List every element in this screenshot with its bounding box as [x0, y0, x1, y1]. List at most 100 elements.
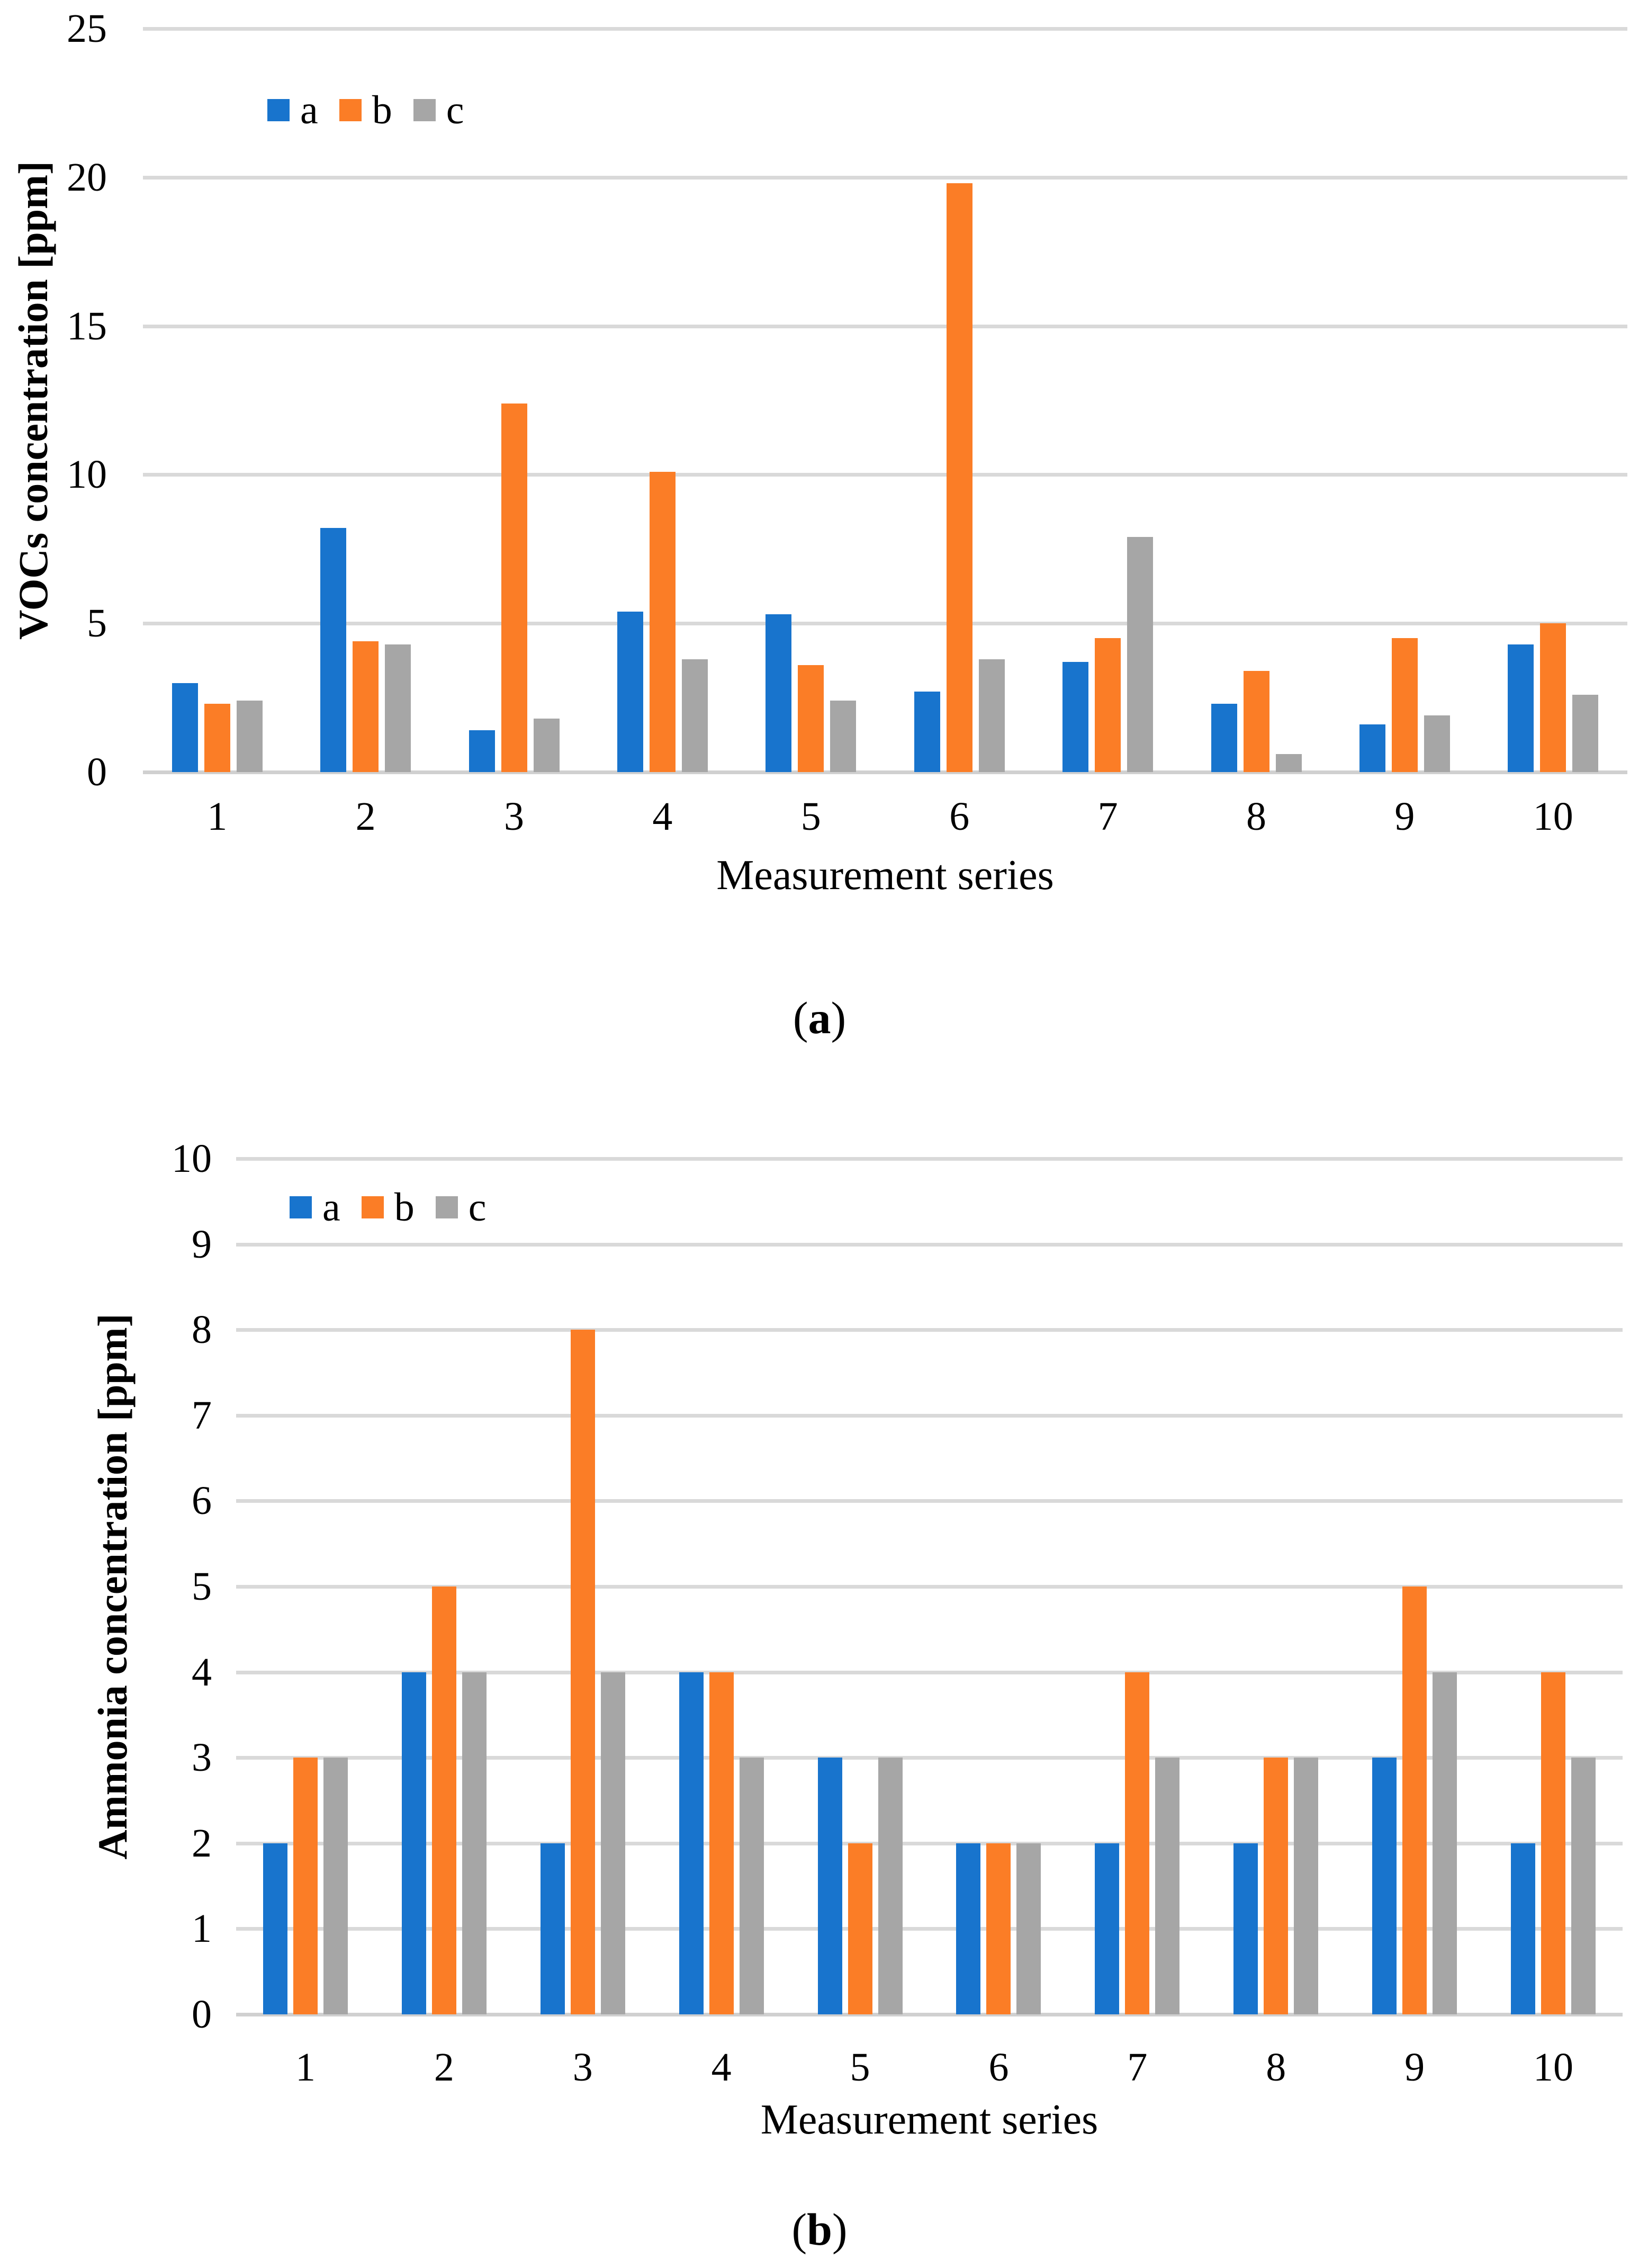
- x-axis-line: [143, 770, 1627, 774]
- x-axis-tick-label: 1: [295, 2045, 316, 2090]
- x-axis-tick-label: 5: [800, 794, 821, 839]
- legend-swatch-series-b: [339, 99, 362, 121]
- x-axis-line: [236, 2013, 1623, 2016]
- legend-swatch-series-c: [435, 1196, 458, 1218]
- bar-series-b-category-9: [1402, 1586, 1427, 2014]
- bar-series-c-category-6: [978, 659, 1005, 772]
- y-axis-tick-label: 10: [172, 1136, 212, 1181]
- x-axis-tick-label: 9: [1394, 794, 1415, 839]
- bar-series-a-category-5: [817, 1758, 842, 2014]
- x-axis-tick-label: 3: [504, 794, 524, 839]
- bar-series-b-category-3: [501, 403, 527, 772]
- legend-item: c: [413, 90, 464, 130]
- y-axis-tick-label: 9: [192, 1222, 212, 1267]
- legend-item: b: [339, 90, 392, 130]
- bar-series-a-category-1: [172, 683, 198, 772]
- caption-paren: (: [791, 2204, 807, 2255]
- bar-series-c-category-8: [1294, 1758, 1319, 2014]
- legend-item: a: [267, 90, 318, 130]
- bar-series-a-category-10: [1508, 644, 1534, 772]
- y-axis-tick-label: 0: [87, 750, 107, 794]
- bar-series-c-category-6: [1016, 1843, 1041, 2014]
- bar-series-a-category-6: [914, 692, 940, 772]
- bar-series-a-category-4: [679, 1672, 704, 2014]
- legend-item: c: [435, 1185, 487, 1230]
- x-axis-tick-label: 1: [207, 794, 228, 839]
- legend-swatch-series-c: [413, 99, 436, 121]
- y-axis-tick-label: 4: [192, 1650, 212, 1695]
- bar-series-c-category-7: [1155, 1758, 1180, 2014]
- y-axis-tick-label: 5: [192, 1564, 212, 1609]
- gridline: [143, 27, 1627, 31]
- x-axis-tick-label: 4: [711, 2045, 732, 2090]
- bar-series-b-category-4: [709, 1672, 734, 2014]
- y-axis-tick-label: 6: [192, 1478, 212, 1523]
- gridline: [236, 1242, 1623, 1247]
- bar-series-c-category-1: [323, 1758, 348, 2014]
- bar-series-c-category-5: [878, 1758, 903, 2014]
- figure-caption: (b): [0, 2203, 1639, 2256]
- bar-series-b-category-3: [570, 1330, 595, 2014]
- bar-series-c-category-7: [1127, 537, 1154, 772]
- bar-series-c-category-2: [462, 1672, 487, 2014]
- y-axis-tick-label: 25: [67, 6, 107, 51]
- legend-label: a: [300, 88, 318, 132]
- x-axis-tick-label: 10: [1533, 2045, 1574, 2090]
- bar-series-b-category-1: [293, 1758, 318, 2014]
- bar-series-b-category-5: [798, 665, 824, 772]
- gridline: [236, 1499, 1623, 1503]
- bar-series-a-category-3: [469, 730, 495, 772]
- bar-series-b-category-7: [1125, 1672, 1150, 2014]
- bar-series-a-category-3: [540, 1843, 565, 2014]
- gridline: [236, 1328, 1623, 1332]
- caption-letter: a: [808, 992, 831, 1043]
- y-axis-tick-label: 8: [192, 1307, 212, 1352]
- figure-caption: (a): [0, 991, 1639, 1044]
- bar-series-b-category-2: [353, 641, 379, 772]
- bar-series-b-category-8: [1264, 1758, 1289, 2014]
- gridline: [236, 1157, 1623, 1161]
- bar-series-c-category-1: [236, 701, 263, 772]
- y-axis-tick-label: 3: [192, 1735, 212, 1780]
- y-axis-tick-label: 0: [192, 1992, 212, 2037]
- bar-series-b-category-7: [1095, 638, 1121, 772]
- legend-label: c: [468, 1185, 487, 1230]
- x-axis-tick-label: 7: [1127, 2045, 1148, 2090]
- gridline: [236, 1585, 1623, 1589]
- legend-label: a: [322, 1185, 340, 1230]
- gridline: [143, 622, 1627, 626]
- legend-label: b: [372, 88, 392, 132]
- x-axis-tick-label: 8: [1246, 794, 1266, 839]
- x-axis-tick-label: 10: [1533, 794, 1573, 839]
- gridline: [143, 175, 1627, 180]
- x-axis-tick-label: 2: [355, 794, 376, 839]
- bar-series-a-category-10: [1511, 1843, 1536, 2014]
- plot-area: [143, 29, 1627, 772]
- bar-series-b-category-1: [204, 703, 230, 772]
- bar-series-a-category-4: [617, 611, 643, 772]
- bar-series-c-category-2: [385, 644, 411, 772]
- bar-series-c-category-3: [600, 1672, 625, 2014]
- bar-series-b-category-6: [986, 1843, 1011, 2014]
- bar-series-c-category-10: [1571, 1758, 1596, 2014]
- gridline: [143, 324, 1627, 328]
- bar-series-a-category-7: [1062, 662, 1089, 772]
- bar-series-c-category-10: [1572, 694, 1599, 772]
- y-axis-tick-label: 15: [67, 303, 107, 348]
- bar-series-b-category-4: [649, 471, 676, 772]
- x-axis-tick-label: 6: [988, 2045, 1009, 2090]
- legend-item: b: [361, 1187, 415, 1227]
- gridline: [236, 1756, 1623, 1760]
- bar-series-b-category-5: [848, 1843, 872, 2014]
- caption-letter: b: [807, 2204, 832, 2255]
- bar-series-a-category-1: [263, 1843, 287, 2014]
- x-axis-tick-label: 5: [850, 2045, 870, 2090]
- x-axis-tick-label: 2: [434, 2045, 454, 2090]
- y-axis-title: Ammonia concentration [ppm]: [89, 1313, 136, 1860]
- x-axis-title: Measurement series: [760, 2096, 1098, 2143]
- bar-series-c-category-5: [830, 701, 857, 772]
- bar-series-c-category-4: [739, 1758, 764, 2014]
- x-axis-tick-label: 9: [1404, 2045, 1425, 2090]
